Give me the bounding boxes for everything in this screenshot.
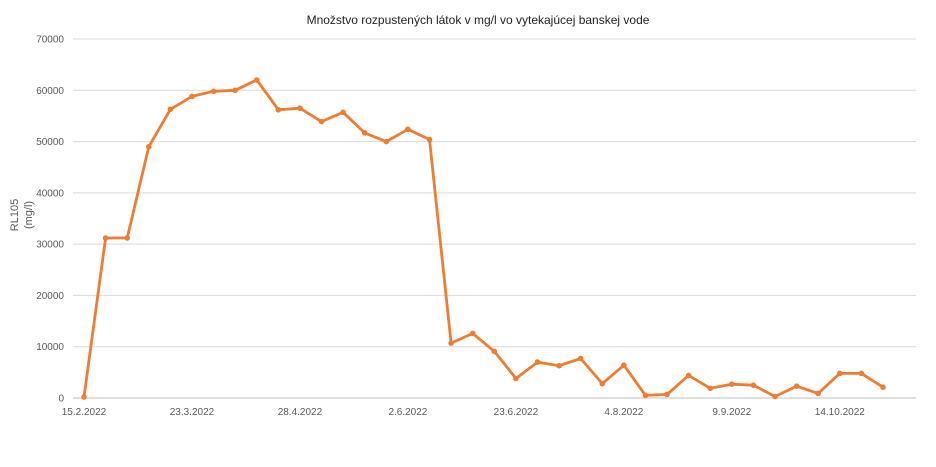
y-tick-label: 20000 [36,291,64,302]
y-axis-tick-labels: 0 10000 20000 30000 40000 50000 60000 70000 [36,35,64,405]
data-point [145,143,152,150]
data-point [534,359,541,365]
data-point [448,340,454,346]
data-point [513,375,519,382]
y-tick-label: 0 [58,394,64,405]
y-tick-label: 50000 [36,137,64,148]
data-point [772,393,778,400]
data-point [858,370,865,377]
x-tick-label: 28.4.2022 [278,407,323,418]
data-point [102,235,109,241]
data-point [232,87,238,94]
data-point [837,370,843,377]
data-point [340,109,346,116]
data-point [556,362,562,369]
y-axis-label-line2: (mg/l) [23,201,35,229]
gridlines [73,38,916,399]
x-tick-label: 23.6.2022 [494,407,539,418]
data-point [621,362,627,368]
x-tick-label: 23.3.2022 [170,407,215,418]
data-point [707,385,714,392]
data-point [491,348,498,355]
y-tick-label: 10000 [36,342,64,353]
y-tick-label: 30000 [36,240,64,251]
x-tick-label: 15.2.2022 [62,407,107,418]
data-point [253,77,260,83]
data-point [383,138,390,145]
x-tick-label: 2.6.2022 [388,407,427,418]
y-tick-label: 40000 [36,188,64,199]
data-point [664,391,670,398]
data-point [361,130,368,136]
series-group [81,77,886,400]
data-point [685,372,692,379]
y-axis-label-line1: RL105 [9,199,21,231]
data-point [642,392,649,399]
x-axis-tick-labels: 15.2.2022 23.3.2022 28.4.2022 2.6.2022 23.6.… [62,407,866,418]
data-point [599,380,606,387]
y-tick-label: 60000 [36,86,64,97]
data-point [318,118,325,125]
data-point [469,330,476,337]
data-point [793,383,800,390]
data-point [426,136,433,143]
data-point [405,126,411,133]
x-tick-label: 4.8.2022 [604,407,643,418]
data-point [189,93,195,100]
chart-title: Množstvo rozpustených látok v mg/l vo vy… [307,13,650,27]
data-point [124,235,130,241]
data-point [815,390,822,397]
data-point [275,106,282,113]
x-tick-label: 14.10.2022 [815,407,865,418]
data-point [297,105,303,112]
data-point [81,394,87,400]
data-point [880,384,886,391]
y-tick-label: 70000 [36,35,64,46]
data-point [167,106,174,113]
data-point [729,381,735,387]
series-line [82,78,885,399]
x-tick-label: 9.9.2022 [712,407,751,418]
data-point [210,88,217,95]
data-point [750,382,757,388]
data-point [577,355,584,362]
